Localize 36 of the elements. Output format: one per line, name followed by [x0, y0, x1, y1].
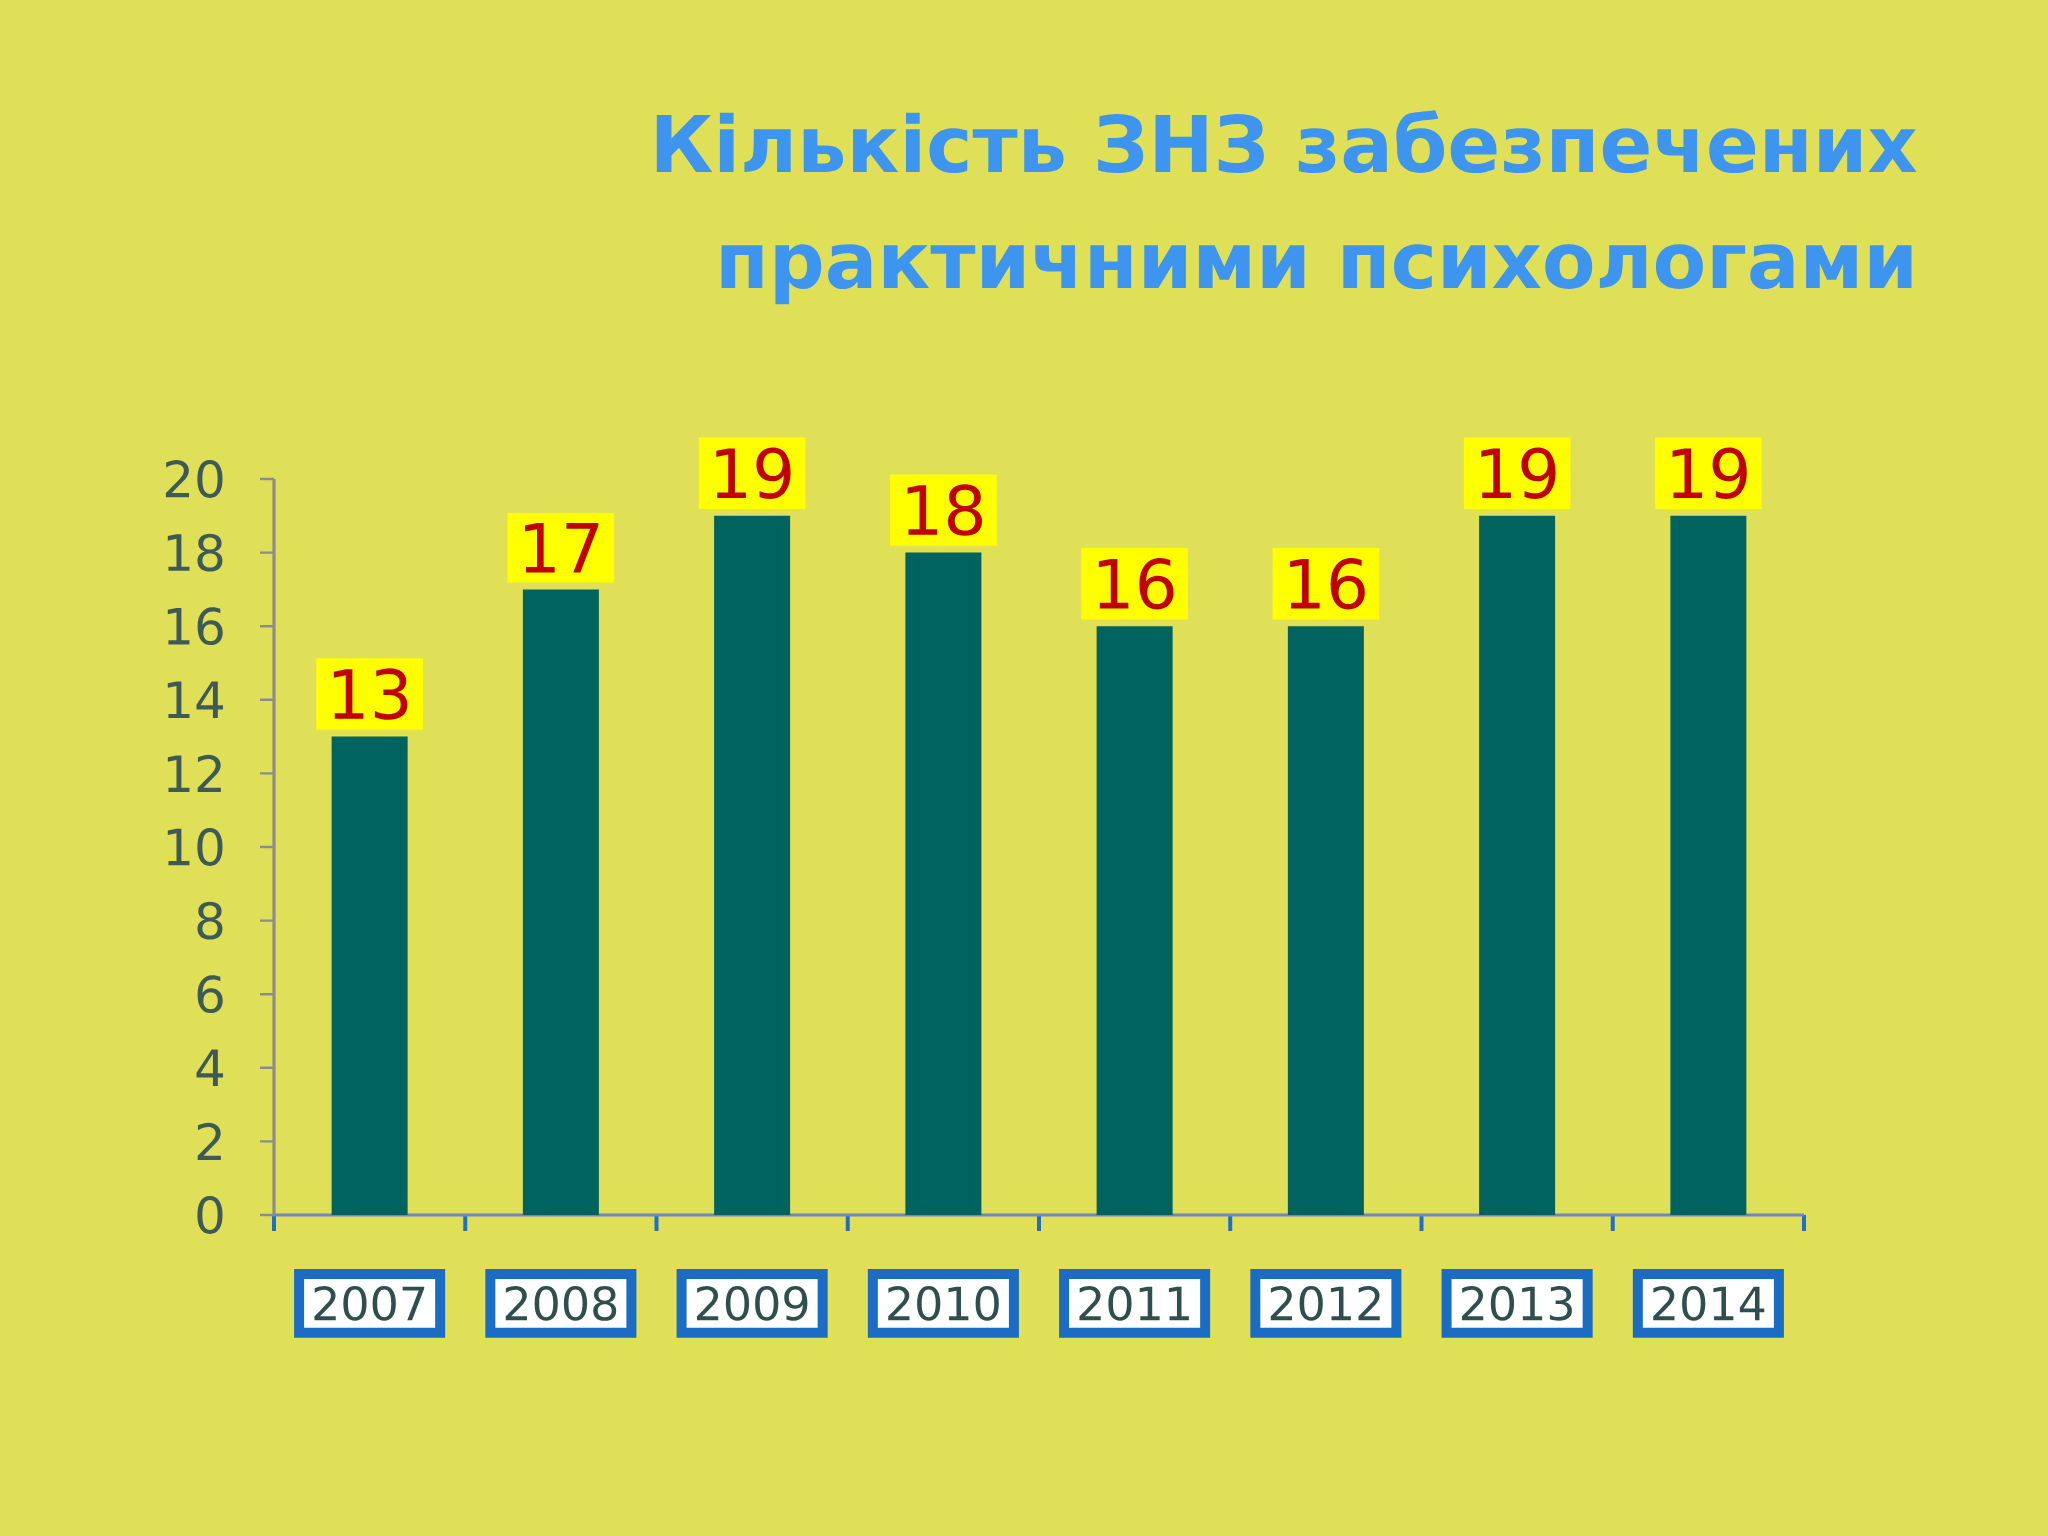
y-tick-label: 14: [167, 681, 224, 719]
x-tick-label: 2014: [1653, 1286, 1765, 1321]
x-tick-label: 2007: [314, 1286, 425, 1321]
chart-title: Кількість ЗНЗ забезпечених практичними психологами: [656, 110, 1917, 305]
y-tick-label: 2: [197, 1122, 221, 1160]
x-tick-label: 2013: [1461, 1286, 1572, 1321]
x-tick-label: 2008: [505, 1286, 617, 1321]
y-tick-label: 18: [167, 533, 223, 572]
bar: [1287, 626, 1364, 1215]
bar: [1670, 515, 1747, 1215]
data-label: 13: [333, 668, 408, 720]
data-label: 19: [1672, 447, 1747, 499]
y-tick-label: 0: [197, 1196, 223, 1234]
data-label: 19: [1481, 447, 1556, 499]
bar: [331, 736, 408, 1215]
data-label: 18: [907, 484, 982, 536]
bar: [714, 515, 791, 1215]
x-tick-label: 2012: [1270, 1286, 1380, 1321]
y-tick-label: 10: [167, 828, 223, 866]
y-tick-label: 12: [167, 754, 221, 792]
data-label: 19: [716, 447, 791, 499]
y-tick-label: 20: [165, 460, 223, 498]
data-label: 17: [525, 523, 599, 573]
x-tick-label: 2010: [888, 1286, 999, 1321]
bar: [905, 552, 982, 1215]
bar: [1479, 515, 1556, 1215]
y-tick-label: 4: [196, 1049, 224, 1087]
y-tick-label: 8: [197, 901, 223, 940]
data-label: 16: [1290, 557, 1365, 610]
bar: [522, 589, 599, 1215]
x-tick-label: 2011: [1079, 1286, 1189, 1321]
data-label: 16: [1098, 557, 1174, 610]
y-tick-label: 6: [197, 975, 223, 1014]
x-tick-label: 2009: [696, 1286, 808, 1321]
y-tick-label: 16: [167, 607, 223, 646]
bar: [1096, 626, 1173, 1215]
